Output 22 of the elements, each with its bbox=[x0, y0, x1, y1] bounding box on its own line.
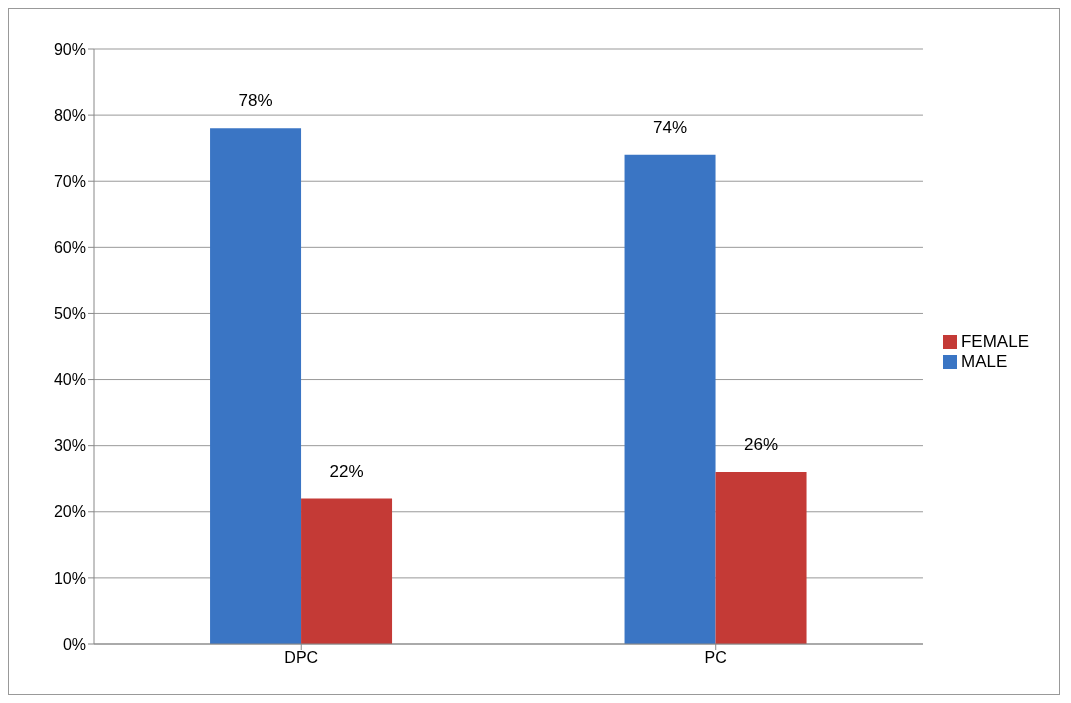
y-tick-label: 60% bbox=[53, 239, 86, 257]
data-label: 78% bbox=[238, 91, 273, 111]
y-tick-label: 90% bbox=[53, 40, 86, 58]
data-label: 74% bbox=[653, 117, 688, 137]
x-tick-label: PC bbox=[704, 649, 727, 667]
legend-label: MALE bbox=[960, 351, 1008, 371]
y-tick-label: 70% bbox=[53, 172, 86, 190]
y-tick-label: 30% bbox=[53, 437, 86, 455]
y-tick-label: 0% bbox=[62, 635, 86, 653]
bar bbox=[715, 472, 807, 644]
data-label: 22% bbox=[329, 461, 364, 481]
bar bbox=[301, 498, 393, 644]
bar bbox=[624, 154, 716, 644]
y-tick-label: 40% bbox=[53, 371, 86, 389]
y-tick-label: 20% bbox=[53, 503, 86, 521]
y-tick-label: 10% bbox=[53, 569, 86, 587]
x-tick-label: DPC bbox=[284, 649, 319, 667]
bar bbox=[210, 128, 302, 644]
y-tick-label: 80% bbox=[53, 106, 86, 124]
legend-label: FEMALE bbox=[960, 331, 1029, 351]
y-tick-label: 50% bbox=[53, 305, 86, 323]
data-label: 26% bbox=[744, 435, 779, 455]
